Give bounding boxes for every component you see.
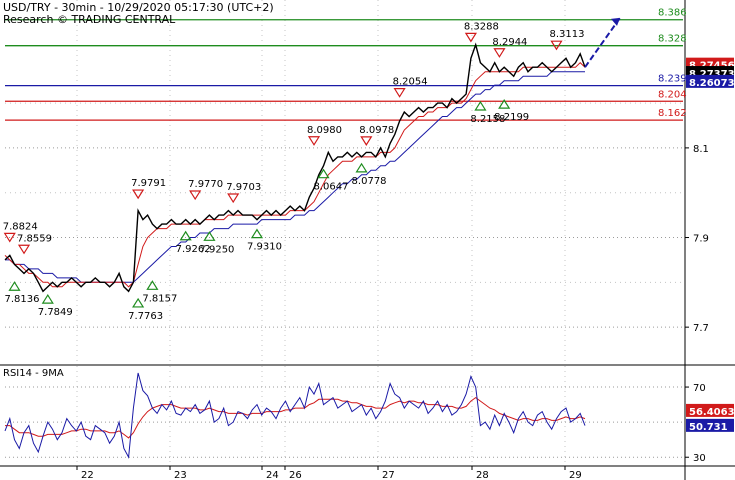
swing-low-label: 7.9310 — [247, 242, 282, 253]
swing-low-label: 7.9250 — [199, 244, 234, 255]
swing-low-marker — [355, 162, 368, 173]
time-tick-label: 22 — [81, 470, 94, 480]
chart-title: USD/TRY - 30min - 10/29/2020 05:17:30 (U… — [3, 1, 274, 14]
swing-high-label: 8.2054 — [393, 77, 428, 88]
swing-low-label: 7.8157 — [142, 293, 177, 304]
bid-price-label: 8.27373 — [689, 69, 735, 80]
level-label: 8.162 — [658, 108, 687, 119]
swing-high-label: 8.3288 — [464, 21, 499, 32]
swing-high-marker — [3, 232, 16, 243]
rsi-ma-value: 56.4063 — [689, 407, 735, 418]
rsi-ma-value-box — [686, 403, 734, 417]
level-label: 8.239 — [658, 74, 687, 85]
time-tick-label: 28 — [476, 470, 489, 480]
swing-low-marker — [132, 297, 145, 308]
time-tick-label: 23 — [174, 470, 187, 480]
swing-low-marker — [146, 280, 159, 290]
ma-price-label-box — [686, 74, 734, 88]
swing-low-label: 8.2158 — [470, 114, 505, 125]
swing-high-label: 8.2944 — [492, 37, 527, 48]
level-label: 8.204 — [658, 89, 687, 100]
swing-low-marker — [41, 293, 54, 304]
rsi-ma-line — [5, 396, 586, 439]
swing-low-marker — [179, 230, 192, 241]
swing-high-label: 8.0980 — [307, 125, 342, 136]
level-label: 8.386 — [658, 8, 687, 19]
swing-low-label: 7.7763 — [128, 311, 163, 322]
swing-high-label: 8.0978 — [359, 125, 394, 136]
swing-high-marker — [360, 136, 373, 147]
swing-high-marker — [493, 48, 506, 58]
swing-high-marker — [393, 88, 406, 98]
rsi-title: RSI14 - 9MA — [3, 368, 64, 379]
swing-low-label: 8.0778 — [352, 176, 387, 187]
ma-price-label: 8.26073 — [689, 78, 735, 89]
swing-high-marker — [132, 189, 145, 200]
price-tick-label: 8.1 — [693, 144, 709, 155]
swing-high-marker — [17, 244, 31, 255]
swing-high-label: 7.9791 — [131, 178, 166, 189]
projection-arrowhead — [611, 17, 620, 26]
fast-moving-average — [4, 62, 586, 288]
support-resistance-levels: 8.386 8.328 8.239 8.204 8.162 — [5, 8, 687, 121]
swing-high-label: 7.9770 — [188, 179, 223, 190]
swing-low-label: 7.8136 — [5, 294, 40, 305]
time-tick-label: 26 — [289, 470, 302, 480]
swing-high-marker — [189, 190, 202, 201]
rsi-line — [4, 372, 586, 459]
projection-arrow — [584, 17, 621, 68]
swing-high-marker — [227, 193, 240, 204]
swing-high-marker — [464, 32, 477, 43]
price-tick-label: 7.7 — [693, 323, 709, 334]
chart-source: Research © TRADING CENTRAL — [3, 13, 176, 26]
swing-high-label: 8.3113 — [549, 29, 584, 40]
time-axis: 22 23 24 26 27 28 29 — [76, 466, 582, 480]
swing-high-marker — [550, 40, 563, 51]
rsi-tick-label: 30 — [693, 453, 706, 464]
swing-low-marker — [250, 228, 264, 239]
level-label: 8.328 — [658, 34, 687, 45]
price-series — [4, 17, 621, 293]
swing-low-label: 7.7849 — [38, 307, 73, 318]
swing-low-marker — [317, 168, 330, 179]
time-tick-label: 29 — [569, 470, 582, 480]
rsi-value-box — [686, 418, 734, 432]
time-tick-label: 27 — [382, 470, 395, 480]
swing-low-marker — [498, 99, 511, 109]
rsi-panel: 70 30 56.4063 50.731 — [4, 372, 735, 464]
price-line — [4, 42, 586, 293]
swing-high-label: 7.8559 — [17, 233, 52, 244]
swing-low-marker — [8, 281, 21, 291]
swing-low-label: 7.9262 — [176, 244, 211, 255]
rsi-value: 50.731 — [689, 422, 728, 433]
swing-high-label: 7.8824 — [3, 221, 38, 232]
swing-low-label: 8.2199 — [494, 112, 529, 123]
swing-high-label: 7.9703 — [226, 182, 261, 193]
price-tick-label: 7.9 — [693, 234, 709, 245]
swing-low-label: 8.0647 — [314, 182, 349, 193]
swing-low-marker — [474, 100, 487, 111]
rsi-tick-label: 70 — [693, 383, 706, 394]
swing-high-marker — [307, 136, 321, 146]
time-tick-label: 24 — [266, 470, 279, 480]
swing-low-marker — [203, 231, 216, 241]
